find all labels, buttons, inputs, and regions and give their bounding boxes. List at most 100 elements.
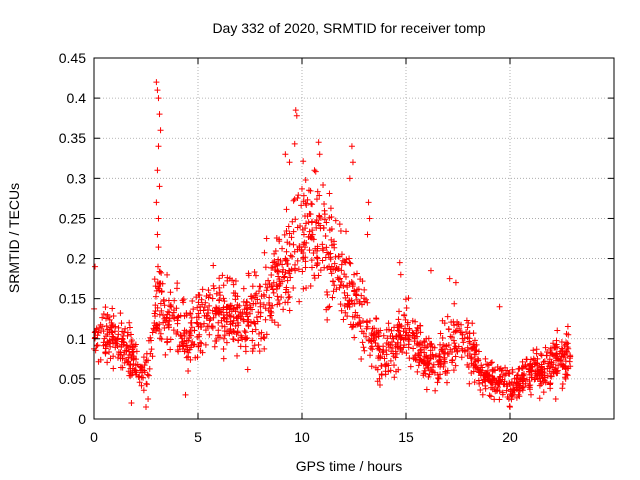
data-point <box>128 399 135 406</box>
data-point <box>103 323 110 330</box>
data-point <box>271 319 278 326</box>
data-point <box>396 308 403 315</box>
data-point <box>314 188 321 195</box>
data-point <box>143 380 150 387</box>
data-point <box>548 349 555 356</box>
data-point <box>106 327 113 334</box>
data-point <box>437 330 444 337</box>
data-point <box>448 319 455 326</box>
data-point <box>223 309 230 316</box>
data-point <box>190 306 197 313</box>
data-point <box>218 317 225 324</box>
data-point <box>553 357 560 364</box>
data-point <box>346 297 353 304</box>
data-point <box>459 347 466 354</box>
data-point <box>351 334 358 341</box>
data-point <box>321 200 328 207</box>
data-point <box>220 335 227 342</box>
data-point <box>206 317 213 324</box>
data-point <box>215 332 222 339</box>
data-point <box>300 231 307 238</box>
data-point <box>452 353 459 360</box>
data-point <box>216 311 223 318</box>
data-point <box>156 287 163 294</box>
data-point <box>275 322 282 329</box>
data-point <box>501 372 508 379</box>
data-point <box>432 352 439 359</box>
data-point <box>475 348 482 355</box>
data-point <box>290 228 297 235</box>
data-point <box>93 342 100 349</box>
data-point <box>463 329 470 336</box>
data-point <box>262 281 269 288</box>
data-point <box>427 340 434 347</box>
data-point <box>216 275 223 282</box>
data-point <box>198 296 205 303</box>
data-point <box>368 343 375 350</box>
data-point <box>338 307 345 314</box>
data-point <box>471 356 478 363</box>
data-point <box>368 363 375 370</box>
data-point <box>206 302 213 309</box>
data-point <box>268 309 275 316</box>
data-point <box>335 253 342 260</box>
data-point <box>264 284 271 291</box>
data-point <box>354 312 361 319</box>
data-points <box>91 79 574 410</box>
data-point <box>210 282 217 289</box>
data-point <box>241 328 248 335</box>
data-point <box>245 322 252 329</box>
data-point <box>107 343 114 350</box>
data-point <box>144 371 151 378</box>
data-point <box>550 370 557 377</box>
data-point <box>106 316 113 323</box>
data-point <box>520 372 527 379</box>
data-point <box>133 356 140 363</box>
data-point <box>358 328 365 335</box>
y-tick-label: 0.4 <box>67 90 87 106</box>
data-point <box>287 274 294 281</box>
data-point <box>549 364 556 371</box>
data-point <box>161 302 168 309</box>
chart-title: Day 332 of 2020, SRMTID for receiver tom… <box>212 20 485 36</box>
data-point <box>109 322 116 329</box>
data-point <box>156 111 163 118</box>
data-point <box>323 306 330 313</box>
data-point <box>342 273 349 280</box>
data-point <box>448 334 455 341</box>
data-point <box>397 271 404 278</box>
data-point <box>279 261 286 268</box>
data-point <box>423 386 430 393</box>
data-point <box>564 372 571 379</box>
data-point <box>145 395 152 402</box>
data-point <box>410 355 417 362</box>
data-point <box>515 381 522 388</box>
data-point <box>472 347 479 354</box>
data-point <box>490 376 497 383</box>
data-point <box>515 366 522 373</box>
data-point <box>385 320 392 327</box>
data-point <box>308 200 315 207</box>
data-point <box>220 346 227 353</box>
data-point <box>152 313 159 320</box>
data-point <box>167 302 174 309</box>
data-point <box>207 315 214 322</box>
data-point <box>335 276 342 283</box>
data-point <box>405 341 412 348</box>
data-point <box>439 334 446 341</box>
data-point <box>337 282 344 289</box>
data-point <box>300 255 307 262</box>
data-point <box>378 371 385 378</box>
data-point <box>401 312 408 319</box>
data-point <box>361 286 368 293</box>
data-point <box>217 292 224 299</box>
data-point <box>175 348 182 355</box>
data-point <box>269 283 276 290</box>
data-point <box>358 292 365 299</box>
data-point <box>322 254 329 261</box>
data-point <box>157 330 164 337</box>
data-point <box>129 371 136 378</box>
data-point <box>119 336 126 343</box>
data-point <box>275 268 282 275</box>
data-point <box>100 339 107 346</box>
